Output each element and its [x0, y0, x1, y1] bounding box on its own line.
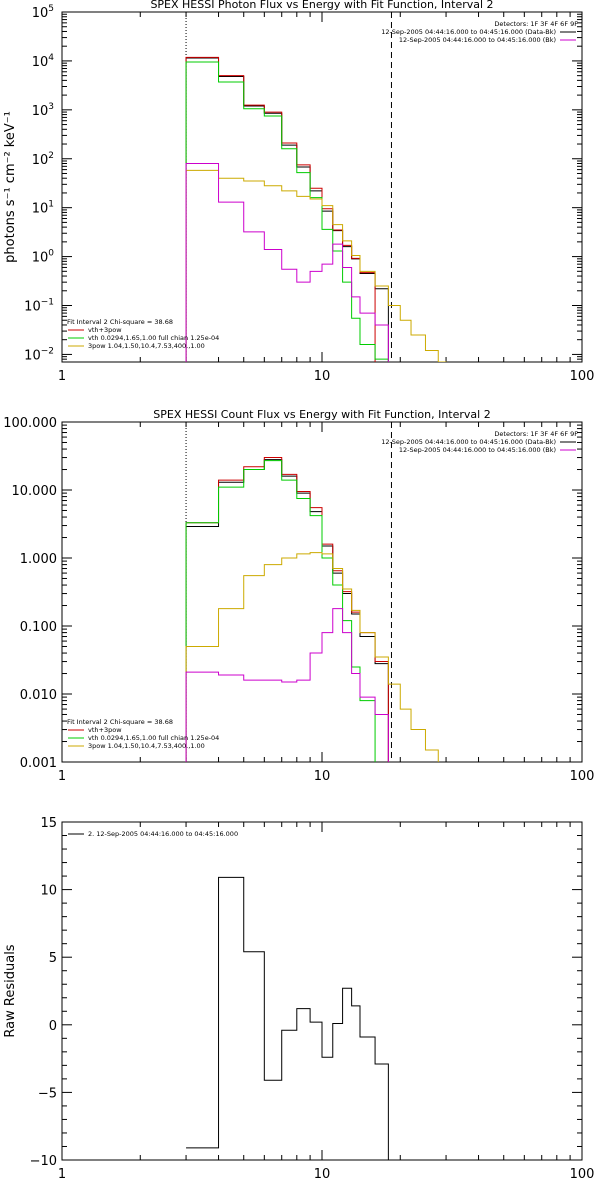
y-tick-label: 101 [32, 200, 54, 217]
y-tick-base: 10 [24, 348, 41, 363]
legend-right-entry: 12-Sep-2005 04:44:16.000 to 04:45:16.000… [381, 438, 556, 446]
legend-right-entry: 12-Sep-2005 04:44:16.000 to 04:45:16.000… [399, 36, 556, 44]
y-tick-label: 0.010 [20, 688, 57, 703]
x-tick-label: 10 [314, 369, 331, 384]
x-tick-label: 10 [314, 769, 331, 784]
chart-title: SPEX HESSI Count Flux vs Energy with Fit… [153, 408, 490, 421]
y-tick-label: 5 [49, 951, 57, 966]
y-tick-base: 10 [32, 55, 49, 70]
x-tick-label: 10 [314, 1167, 331, 1182]
y-tick-base: 10 [32, 202, 49, 217]
data-series-1 [186, 876, 389, 1160]
y-tick-label: 10 [40, 884, 57, 899]
y-tick-base: 10 [24, 300, 41, 315]
y-tick-label: 10−2 [24, 346, 54, 363]
y-tick-label: 0 [49, 1019, 57, 1034]
chart-panel-1: SPEX HESSI Photon Flux vs Energy with Fi… [3, 0, 594, 384]
y-tick-label: 104 [32, 53, 55, 70]
y-tick-label: 100.000 [3, 416, 57, 431]
legend-left-entry: 3pow 1.04,1.50,10.4,7.53,400.,1.00 [88, 342, 205, 350]
legend-left-header: Fit Interval 2 Chi-square = 38.68 [67, 718, 173, 726]
y-tick-label: −10 [30, 1154, 57, 1169]
data-series-5 [185, 608, 389, 762]
legend-right-entry: 12-Sep-2005 04:44:16.000 to 04:45:16.000… [381, 28, 556, 36]
y-tick-base: 10 [32, 251, 49, 266]
series-group [185, 457, 439, 762]
y-tick-label: 105 [32, 4, 54, 21]
y-tick-label: 10.000 [12, 484, 58, 499]
x-tick-label: 1 [58, 769, 66, 784]
plot-frame [61, 821, 583, 1161]
legend-left-entry: vth 0.0294,1.65,1.00 full chian 1.25e-04 [88, 734, 219, 742]
legend-left-header: Fit Interval 2 Chi-square = 38.68 [67, 318, 173, 326]
y-tick-exponent: −2 [41, 346, 54, 356]
legend-left-entry: 2. 12-Sep-2005 04:44:16.000 to 04:45:16.… [88, 830, 238, 838]
y-tick-exponent: 5 [48, 4, 54, 14]
series-group [185, 56, 447, 362]
y-tick-label: 0.001 [20, 756, 57, 771]
y-tick-base: 10 [32, 6, 49, 21]
y-tick-label: 15 [40, 816, 57, 831]
y-tick-label: 102 [32, 151, 54, 168]
legend-right-entry: 12-Sep-2005 04:44:16.000 to 04:45:16.000… [399, 446, 556, 454]
legend-left-entry: vth 0.0294,1.65,1.00 full chian 1.25e-04 [88, 334, 219, 342]
y-axis-label: Raw Residuals [3, 944, 18, 1037]
legend-left-entry: vth+3pow [88, 326, 122, 334]
y-tick-label: 100 [32, 249, 55, 266]
y-tick-exponent: −1 [41, 298, 54, 308]
chart-title: SPEX HESSI Photon Flux vs Energy with Fi… [150, 0, 493, 11]
y-axis-label: photons s⁻¹ cm⁻² keV⁻¹ [3, 111, 18, 263]
data-series-3 [185, 460, 376, 762]
legend-left-entry: 3pow 1.04,1.50,10.4,7.53,400.,1.00 [88, 742, 205, 750]
x-tick-label: 100 [570, 369, 595, 384]
data-series-5 [185, 162, 389, 362]
y-tick-label: −5 [38, 1086, 57, 1101]
data-series-2 [185, 56, 376, 362]
legend-left-entry: vth+3pow [88, 726, 122, 734]
legend-right-entry: Detectors: 1F 3F 4F 6F 9F [494, 430, 578, 438]
x-tick-label: 1 [58, 1167, 66, 1182]
legend-right-entry: Detectors: 1F 3F 4F 6F 9F [494, 20, 578, 28]
y-tick-exponent: 4 [48, 53, 54, 63]
data-series-4 [185, 169, 447, 362]
y-tick-exponent: 0 [48, 249, 54, 259]
chart-panel-3: 1 10 100 −10 −5 0 5 10 15 Raw Residuals 2. 12-Sep-… [3, 816, 594, 1182]
data-series-4 [185, 552, 439, 762]
data-series-3 [185, 61, 389, 362]
y-tick-base: 10 [32, 104, 49, 119]
y-tick-label: 103 [32, 102, 54, 119]
y-tick-label: 10−1 [24, 298, 54, 315]
plot-frame [61, 11, 583, 363]
y-tick-base: 10 [32, 153, 49, 168]
x-tick-label: 1 [58, 369, 66, 384]
x-tick-label: 100 [570, 769, 595, 784]
y-tick-exponent: 2 [48, 151, 54, 161]
chart-panel-2: SPEX HESSI Count Flux vs Energy with Fit… [3, 408, 594, 784]
series-group [186, 876, 389, 1160]
plot-frame [61, 421, 583, 763]
y-tick-label: 0.100 [20, 620, 57, 635]
y-tick-exponent: 1 [48, 200, 54, 210]
y-tick-exponent: 3 [48, 102, 54, 112]
x-tick-label: 100 [570, 1167, 595, 1182]
y-tick-label: 1.000 [20, 552, 57, 567]
